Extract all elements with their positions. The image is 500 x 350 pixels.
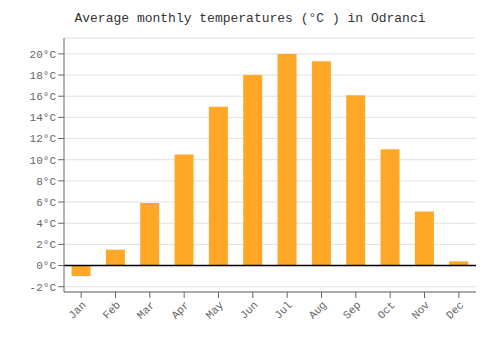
svg-text:Mar: Mar — [135, 299, 157, 321]
svg-text:8°C: 8°C — [36, 176, 56, 188]
svg-text:14°C: 14°C — [30, 112, 57, 124]
svg-text:Nov: Nov — [410, 299, 433, 322]
svg-text:18°C: 18°C — [30, 70, 57, 82]
html-text:Average monthly temperatures (: Average monthly temperatures (°C ) in Od… — [74, 11, 426, 26]
svg-text:Dec: Dec — [444, 299, 466, 321]
svg-text:Jul: Jul — [272, 299, 294, 321]
svg-text:10°C: 10°C — [30, 155, 57, 167]
svg-text:2°C: 2°C — [36, 239, 56, 251]
svg-text:Jun: Jun — [238, 299, 260, 321]
svg-text:16°C: 16°C — [30, 91, 57, 103]
svg-text:Jan: Jan — [66, 299, 88, 321]
svg-text:6°C: 6°C — [36, 197, 56, 209]
svg-text:0°C: 0°C — [36, 260, 56, 272]
svg-text:May: May — [204, 299, 227, 322]
svg-text:Sep: Sep — [341, 299, 363, 321]
svg-text:4°C: 4°C — [36, 218, 56, 230]
svg-text:Apr: Apr — [169, 299, 191, 321]
svg-text:Oct: Oct — [375, 299, 397, 321]
svg-text:Aug: Aug — [307, 299, 329, 321]
svg-text:20°C: 20°C — [30, 49, 57, 61]
svg-text:Feb: Feb — [101, 299, 123, 321]
svg-text:12°C: 12°C — [30, 133, 57, 145]
svg-text:-2°C: -2°C — [30, 282, 57, 294]
